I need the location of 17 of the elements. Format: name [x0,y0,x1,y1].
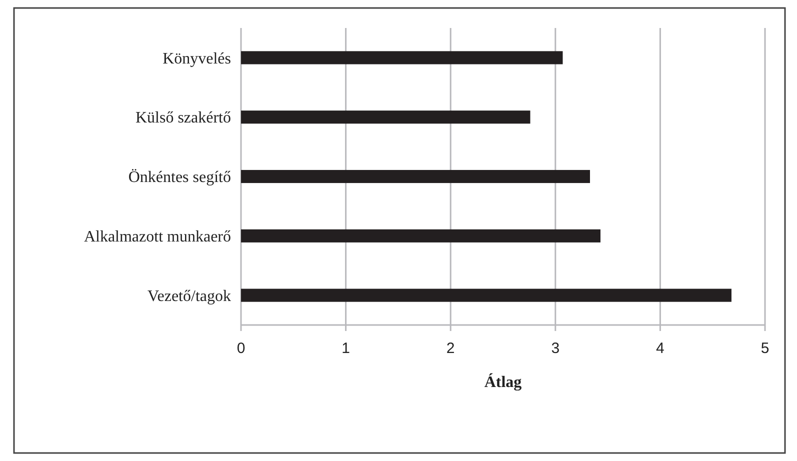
bar [241,110,530,124]
bar [241,170,590,184]
y-tick-label: Könyvelés [162,50,231,68]
y-tick-label: Alkalmazott munkaerő [84,228,231,246]
bar [241,51,563,64]
x-tick-label: 3 [551,340,560,357]
x-tick-label: 1 [342,340,350,357]
x-tick-label: 5 [760,340,770,357]
bar [241,229,600,242]
bar [241,288,732,302]
x-tick-label: 2 [446,340,455,357]
x-tick-label: 4 [656,340,664,357]
x-tick-label: 0 [236,340,246,357]
y-tick-label: Külső szakértő [135,110,231,127]
y-tick-label: Önkéntes segítő [128,169,231,186]
y-tick-label: Vezető/tagok [147,288,231,305]
x-axis-title: Átlag [484,373,522,391]
